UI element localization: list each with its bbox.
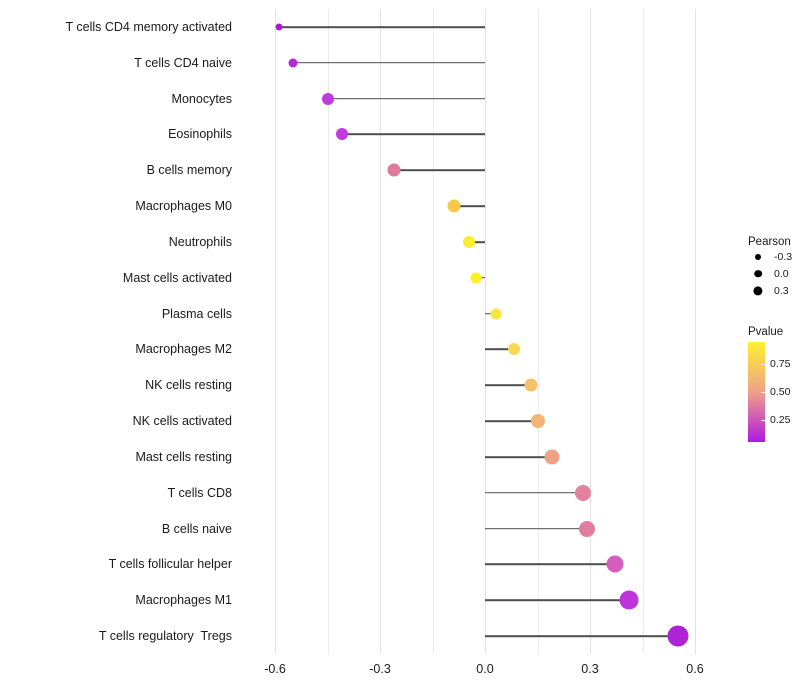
gridline-major [590,9,591,654]
gridline-minor [327,9,329,654]
gridline-minor [537,9,539,654]
lollipop-stem [485,563,615,566]
lollipop-stem [292,61,485,64]
pvalue-colorbar-label: 0.25 [770,413,791,426]
y-axis-labels: T cells CD4 memory activated T cells CD4 … [0,0,233,660]
pvalue-colorbar [748,342,765,442]
y-axis-label: Plasma cells [161,306,232,321]
x-axis-tick-label: -0.6 [264,662,286,676]
x-axis-tick-label: 0.6 [686,662,704,676]
y-axis-label: Mast cells activated [122,270,232,285]
gridline-minor [642,9,644,654]
lollipop-stem [485,420,538,422]
lollipop-stem [453,205,485,207]
lollipop-stem [341,133,485,136]
lollipop-dot[interactable] [387,163,401,177]
lollipop-dot[interactable] [544,449,559,465]
pvalue-legend-title: Pvalue [748,326,784,338]
x-axis-tick-label: -0.3 [369,662,391,676]
pearson-legend-label: 0.3 [774,284,789,297]
pvalue-colorbar-tick [761,364,766,366]
pearson-legend-item: 0.3 [748,282,800,299]
pvalue-colorbar-tick [761,419,766,421]
y-axis-label: Mast cells resting [135,449,232,464]
y-axis-label: T cells follicular helper [108,557,232,572]
pearson-legend-dot [754,269,762,278]
lollipop-dot[interactable] [470,272,482,284]
x-axis-tick-label: 0.3 [581,662,599,676]
lollipop-dot[interactable] [530,414,545,429]
pearson-legend-dot [753,285,763,296]
pearson-legend-title: Pearson [748,236,791,248]
y-axis-label: T cells regulatory Tregs [98,628,232,643]
lollipop-stem [485,635,678,637]
lollipop-dot[interactable] [447,199,460,213]
pvalue-color-legend: Pvalue 0.75 0.50 0.25 [748,326,800,442]
gridline-major [695,9,696,654]
lollipop-dot[interactable] [463,235,476,248]
lollipop-dot[interactable] [575,484,591,501]
pearson-size-legend: Pearson -0.3 0.0 0.3 [748,236,800,299]
lollipop-stem [394,169,485,172]
pvalue-colorbar-label: 0.75 [770,358,791,371]
plot-panel [240,9,730,654]
lollipop-stem [485,384,531,387]
pvalue-colorbar-wrap: 0.75 0.50 0.25 [748,342,800,442]
lollipop-stem [485,599,629,602]
pearson-legend-item: -0.3 [748,248,800,265]
y-axis-label: NK cells resting [145,378,232,392]
y-axis-label: Monocytes [171,91,232,106]
gridline-major [275,9,276,654]
lollipop-stem [469,241,485,243]
gridline-major [485,9,486,654]
lollipop-stem [485,491,583,494]
x-axis-ticks: -0.6 -0.3 0.0 0.3 0.6 [240,656,730,686]
y-axis-label: T cells CD4 memory activated [65,19,233,34]
lollipop-dot[interactable] [508,343,521,356]
lollipop-stem [485,527,587,530]
y-axis-label: NK cells activated [132,413,232,428]
y-axis-label: Macrophages M2 [135,342,232,357]
pearson-legend-dot [755,253,761,260]
lollipop-stem [327,97,485,100]
pearson-legend-label: 0.0 [774,267,789,280]
x-axis-tick-label: 0.0 [476,662,494,676]
y-axis-label: T cells CD8 [167,485,232,500]
lollipop-dot[interactable] [619,590,638,610]
lollipop-dot[interactable] [275,23,282,31]
lollipop-stem [485,348,515,351]
lollipop-stem [278,26,485,28]
pearson-legend-item: 0.0 [748,265,800,282]
lollipop-stem [485,456,552,458]
lollipop-dot[interactable] [524,378,537,392]
pearson-legend-label: -0.3 [774,250,793,263]
lollipop-dot[interactable] [578,520,595,537]
pvalue-colorbar-label: 0.50 [770,386,791,398]
gridline-minor [432,9,434,654]
y-axis-label: B cells memory [146,163,232,177]
y-axis-label: Macrophages M0 [135,198,232,213]
lollipop-dot[interactable] [490,308,501,320]
lollipop-dot[interactable] [335,128,348,141]
y-axis-label: Macrophages M1 [135,593,232,607]
lollipop-dot[interactable] [606,555,623,573]
lollipop-dot[interactable] [321,92,334,105]
pearson-legend-items: -0.3 0.0 0.3 [748,248,800,299]
y-axis-label: B cells naive [161,521,232,536]
y-axis-label: Neutrophils [168,234,232,249]
y-axis-label: Eosinophils [168,127,232,142]
lollipop-dot[interactable] [288,58,297,68]
pvalue-colorbar-tick [761,392,766,393]
lollipop-dot[interactable] [667,625,688,647]
y-axis-label: T cells CD4 naive [134,55,232,70]
gridline-major [380,9,381,654]
